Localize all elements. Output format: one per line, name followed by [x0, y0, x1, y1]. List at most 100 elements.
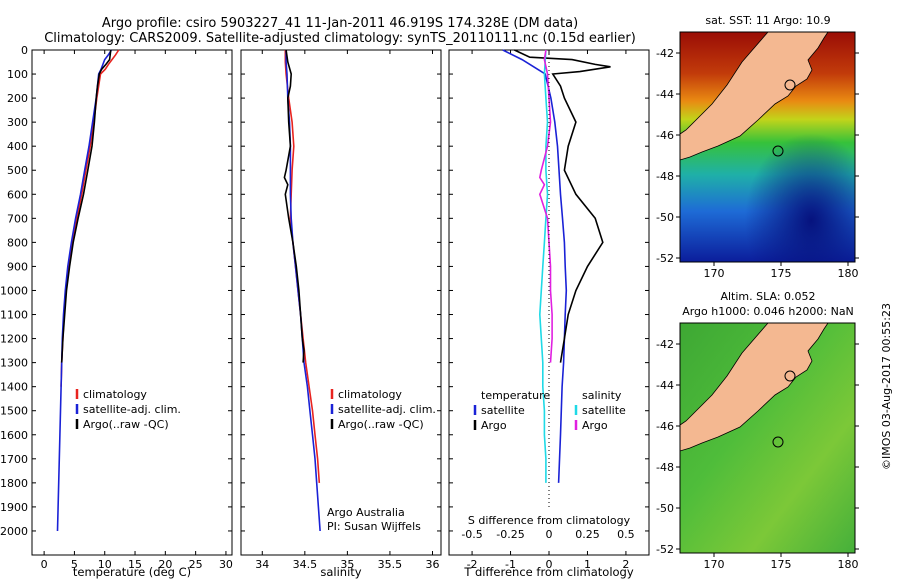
diff-xlabel-top: S difference from climatology: [468, 514, 631, 527]
temperature-xtick-label: 0: [41, 558, 48, 571]
sst-axes-lon-label: 170: [704, 267, 725, 280]
sst-axes-lon-label: 180: [838, 267, 859, 280]
salinity-xtick-label: 36: [425, 558, 439, 571]
sla-map-frame: [679, 322, 856, 554]
temperature-ytick-label: 900: [7, 260, 28, 273]
temperature-legend-label: climatology: [83, 388, 147, 401]
temperature-xtick-label: 5: [71, 558, 78, 571]
title-line-2: Climatology: CARS2009. Satellite-adjuste…: [44, 31, 636, 46]
diff-xtick-top-label: -0.25: [496, 528, 524, 541]
temperature-legend-label: Argo(..raw -QC): [83, 418, 169, 431]
temperature-ytick-label: 1500: [0, 405, 28, 418]
temperature-series-2: [60, 49, 112, 363]
sla-map-title-1: Altim. SLA: 0.052: [720, 290, 815, 303]
salinity-legend-label: satellite-adj. clim.: [338, 403, 436, 416]
sst-axes-lat-label: -46: [656, 129, 674, 142]
difference-xtick-label: 0: [546, 558, 553, 571]
difference-panel: -2 -1 0 1 2T difference from climatology temp…: [448, 49, 650, 579]
sst-axes-lat-label: -50: [656, 211, 674, 224]
sla-map-title-2: Argo h1000: 0.046 h2000: NaN: [682, 305, 854, 318]
temperature-ytick-label: 100: [7, 68, 28, 81]
sst-axes-lat-label: -48: [656, 170, 674, 183]
sla-axes-lat-label: -42: [656, 338, 674, 351]
sla-axes-lon-label: 170: [704, 558, 725, 571]
difference-xtick-label: -1: [505, 558, 516, 571]
temperature-xtick-label: 20: [158, 558, 172, 571]
salinity-xtick-label: 34.5: [293, 558, 318, 571]
temperature-ytick-label: 500: [7, 164, 28, 177]
temperature-ytick-label: 1000: [0, 284, 28, 297]
sst-axes-lat-label: -42: [656, 47, 674, 60]
sla-axes-lat-label: -48: [656, 461, 674, 474]
salinity-annotation: Argo Australia: [327, 506, 405, 519]
diff-legend-header-temp: temperature: [481, 389, 550, 402]
temperature-ytick-label: 1800: [0, 477, 28, 490]
sst-axes-lat-label: -52: [656, 252, 674, 265]
sla-map-marker-2: [784, 370, 796, 382]
temperature-ytick-label: 1900: [0, 501, 28, 514]
sst-map-frame: [679, 31, 856, 263]
salinity-panel: 34 34.5 35 35.5 36 salinity climatology satelli…: [240, 49, 442, 579]
difference-xlabel: T difference from climatology: [463, 565, 634, 579]
diff-xtick-top-label: 0.25: [575, 528, 600, 541]
temperature-ytick-label: 1700: [0, 453, 28, 466]
sst-axes-lon-label: 175: [771, 267, 792, 280]
temperature-panel: 0 5 10 15 20 25 300100200300400500600700800900…: [0, 44, 233, 579]
temperature-ytick-label: 1100: [0, 309, 28, 322]
temperature-ytick-label: 2000: [0, 525, 28, 538]
sla-map-argo-marker: [772, 436, 784, 448]
temperature-ytick-label: 1200: [0, 333, 28, 346]
difference-xtick-label: 2: [622, 558, 629, 571]
salinity-xtick-label: 34: [255, 558, 269, 571]
difference-series-2: [538, 49, 549, 483]
diff-legend-label: satellite: [481, 404, 525, 417]
temperature-ytick-label: 800: [7, 236, 28, 249]
diff-legend-label: satellite: [582, 404, 626, 417]
temperature-legend-label: satellite-adj. clim.: [83, 403, 181, 416]
sla-axes-lat-label: -46: [656, 420, 674, 433]
difference-series-1: [514, 49, 611, 363]
temperature-plot-frame: [31, 49, 233, 556]
title-line-1: Argo profile: csiro 5903227_41 11-Jan-20…: [102, 16, 578, 31]
temperature-xtick-label: 25: [189, 558, 203, 571]
sla-axes-lon-label: 175: [771, 558, 792, 571]
diff-legend-label: Argo: [481, 419, 507, 432]
sla-map-land: [679, 322, 829, 452]
difference-xtick-label: 1: [584, 558, 591, 571]
sla-axes-lat-label: -44: [656, 379, 674, 392]
diff-legend-label: Argo: [582, 419, 608, 432]
salinity-series-2: [283, 49, 305, 363]
salinity-annotation: PI: Susan Wijffels: [327, 520, 421, 533]
salinity-plot-frame: [240, 49, 442, 556]
temperature-xtick-label: 10: [98, 558, 112, 571]
temperature-xtick-label: 15: [128, 558, 142, 571]
sla-axes-lat-label: -52: [656, 543, 674, 556]
sst-axes-lat-label: -44: [656, 88, 674, 101]
sst-map-marker-2: [784, 79, 796, 91]
diff-xtick-top-label: -0.5: [461, 528, 482, 541]
temperature-ytick-label: 600: [7, 188, 28, 201]
temperature-ytick-label: 700: [7, 212, 28, 225]
temperature-ytick-label: 200: [7, 92, 28, 105]
temperature-xtick-label: 30: [219, 558, 233, 571]
sla-axes-lat-label: -50: [656, 502, 674, 515]
salinity-legend-label: Argo(..raw -QC): [338, 418, 424, 431]
salinity-xtick-label: 35: [340, 558, 354, 571]
temperature-ytick-label: 300: [7, 116, 28, 129]
temperature-ytick-label: 400: [7, 140, 28, 153]
temperature-xlabel: temperature (deg C): [73, 565, 191, 579]
temperature-ytick-label: 1300: [0, 357, 28, 370]
diff-legend-header-sal: salinity: [582, 389, 622, 402]
salinity-xlabel: salinity: [320, 565, 361, 579]
sla-axes-lon-label: 180: [838, 558, 859, 571]
sst-map: sat. SST: 11 Argo: 10.9 -42 -44 -46 -48 -50 -…: [656, 14, 859, 280]
temperature-ytick-label: 1600: [0, 429, 28, 442]
temperature-series-1: [56, 49, 113, 532]
diff-xtick-top-label: 0: [546, 528, 553, 541]
difference-xtick-label: -2: [467, 558, 478, 571]
sst-map-title: sat. SST: 11 Argo: 10.9: [705, 14, 830, 27]
temperature-ytick-label: 0: [21, 44, 28, 57]
diff-xtick-top-label: 0.5: [617, 528, 635, 541]
credit-text: ©IMOS 03-Aug-2017 00:55:23: [880, 303, 893, 470]
